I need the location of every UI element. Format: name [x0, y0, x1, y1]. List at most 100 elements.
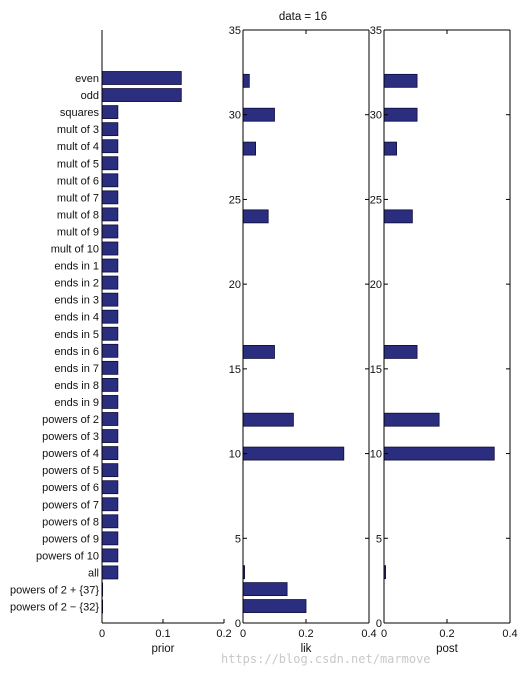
bar-prior-mult-of-10 [101, 241, 119, 256]
category-label-ends-in-6: ends in 6 [54, 346, 99, 358]
bar-prior-powers-of-9 [101, 531, 119, 546]
post-x-tick-label: 0.4 [502, 628, 517, 640]
lik-panel: 0 5 10 15 20 25 30 35 0 0.2 0.4 lik [229, 25, 377, 655]
bar-prior-powers-of-6 [101, 480, 119, 495]
category-label-mult-of-6: mult of 6 [57, 175, 99, 187]
category-label-powers-of-4: powers of 4 [42, 448, 99, 460]
lik-y-tick-label: 5 [235, 533, 241, 545]
bar-prior-ends-in-4 [101, 309, 119, 324]
category-label-mult-of-9: mult of 9 [57, 226, 99, 238]
lik-bar-12 [242, 412, 294, 427]
prior-x-tick-label: 0.1 [155, 628, 170, 640]
category-label-mult-of-10: mult of 10 [51, 244, 99, 256]
lik-bar-16 [242, 345, 275, 359]
bar-prior-mult-of-6 [101, 173, 119, 188]
post-bar-10 [383, 446, 495, 461]
bar-prior-ends-in-3 [101, 292, 119, 307]
category-label-ends-in-2: ends in 2 [54, 278, 99, 290]
lik-y-tick-label: 10 [229, 449, 241, 461]
bar-prior-even [101, 71, 182, 85]
category-label-powers-of-2: powers of 2 [42, 414, 99, 426]
post-x-axis-label: post [436, 643, 459, 655]
lik-y-tick-label: 30 [229, 110, 241, 122]
post-y-tick-label: 15 [370, 364, 382, 376]
post-bar-30 [383, 107, 418, 122]
lik-bar-32 [242, 73, 250, 88]
category-label-mult-of-5: mult of 5 [57, 158, 99, 170]
prior-x-axis-label: prior [151, 643, 174, 655]
lik-bar-28 [242, 141, 256, 156]
post-y-tick-label: 5 [376, 533, 382, 545]
bar-prior-ends-in-7 [101, 360, 119, 375]
lik-x-tick-label: 0.4 [361, 628, 376, 640]
bar-prior-mult-of-3 [101, 122, 119, 137]
lik-bar-1 [242, 599, 307, 613]
bar-prior-powers-of-5 [101, 463, 119, 478]
lik-y-tick-label: 35 [229, 25, 241, 37]
category-label-ends-in-8: ends in 8 [54, 380, 99, 392]
post-bar-12 [383, 412, 440, 427]
bar-prior-mult-of-8 [101, 207, 119, 222]
category-label-mult-of-3: mult of 3 [57, 124, 99, 136]
bar-prior-mult-of-9 [101, 224, 119, 239]
category-label-powers-of-2-37: powers of 2 + {37} [10, 585, 99, 597]
bar-prior-powers-of-8 [101, 514, 119, 529]
category-label-mult-of-7: mult of 7 [57, 192, 99, 204]
watermark: https://blog.csdn.net/marmove [221, 652, 431, 666]
category-label-ends-in-7: ends in 7 [54, 363, 99, 375]
post-panel: 0 5 10 15 20 25 30 35 0 0.2 0.4 post [370, 25, 518, 655]
lik-x-tick-label: 0.2 [298, 628, 313, 640]
category-label-even: even [75, 73, 99, 85]
post-bar-32 [383, 73, 418, 88]
category-label-ends-in-4: ends in 4 [54, 312, 99, 324]
bar-prior-squares [101, 105, 119, 119]
category-label-ends-in-1: ends in 1 [54, 261, 99, 273]
bar-prior-ends-in-1 [101, 258, 119, 273]
post-x-tick-label: 0.2 [439, 628, 454, 640]
post-bar-16 [383, 345, 418, 359]
category-label-powers-of-5: powers of 5 [42, 465, 99, 477]
bar-prior-powers-of-2 [101, 412, 119, 426]
category-label-powers-of-6: powers of 6 [42, 482, 99, 494]
post-bar-28 [383, 141, 398, 156]
category-label-mult-of-4: mult of 4 [57, 141, 99, 153]
post-y-tick-label: 25 [370, 194, 382, 206]
bar-prior-ends-in-8 [101, 377, 119, 392]
category-label-powers-of-2-32: powers of 2 − {32} [10, 602, 99, 614]
category-label-ends-in-5: ends in 5 [54, 329, 99, 341]
post-x-tick-label: 0 [381, 628, 387, 640]
bar-prior-ends-in-9 [101, 395, 119, 409]
lik-bar-10 [242, 446, 345, 461]
category-label-powers-of-10: powers of 10 [36, 550, 99, 562]
bar-prior-mult-of-7 [101, 190, 119, 205]
lik-bar-30 [242, 107, 275, 122]
post-bar-24 [383, 209, 413, 224]
category-label-powers-of-9: powers of 9 [42, 533, 99, 545]
post-y-tick-label: 20 [370, 279, 382, 291]
prior-x-tick-label: 0 [99, 628, 105, 640]
lik-bar-24 [242, 209, 269, 224]
lik-y-tick-label: 20 [229, 279, 241, 291]
bar-prior-powers-of-10 [101, 548, 119, 563]
category-label-powers-of-7: powers of 7 [42, 499, 99, 511]
prior-panel: even odd squares mult of 3 mult of 4 mult of … [10, 30, 232, 655]
post-y-tick-label: 0 [376, 618, 382, 630]
category-label-ends-in-3: ends in 3 [54, 295, 99, 307]
chart-title: data = 16 [279, 11, 327, 23]
prior-x-tick-label: 0.2 [216, 628, 231, 640]
lik-y-tick-label: 0 [235, 618, 241, 630]
post-y-tick-label: 35 [370, 25, 382, 37]
category-label-ends-in-9: ends in 9 [54, 397, 99, 409]
lik-y-tick-label: 15 [229, 364, 241, 376]
post-y-tick-label: 10 [370, 449, 382, 461]
bar-prior-powers-of-4 [101, 446, 119, 461]
bar-prior-ends-in-6 [101, 343, 119, 358]
lik-y-tick-label: 25 [229, 194, 241, 206]
lik-bar-2 [242, 582, 288, 597]
post-y-tick-label: 30 [370, 110, 382, 122]
category-label-all: all [88, 567, 99, 579]
lik-x-axis-label: lik [301, 643, 312, 655]
bar-prior-odd [101, 88, 182, 102]
category-label-squares: squares [60, 107, 100, 119]
